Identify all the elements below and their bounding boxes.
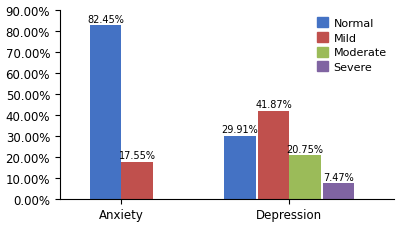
Bar [90, 26, 121, 199]
Bar [258, 111, 289, 199]
Text: 20.75%: 20.75% [286, 144, 324, 154]
Text: 82.45%: 82.45% [87, 15, 124, 25]
Bar [289, 155, 320, 199]
Bar [224, 136, 256, 199]
Bar [323, 183, 354, 199]
Text: 41.87%: 41.87% [255, 100, 292, 110]
Text: 17.55%: 17.55% [118, 151, 156, 161]
Text: 29.91%: 29.91% [222, 125, 258, 135]
Bar [121, 162, 153, 199]
Text: 7.47%: 7.47% [323, 172, 354, 182]
Legend: Normal, Mild, Moderate, Severe: Normal, Mild, Moderate, Severe [315, 16, 389, 75]
